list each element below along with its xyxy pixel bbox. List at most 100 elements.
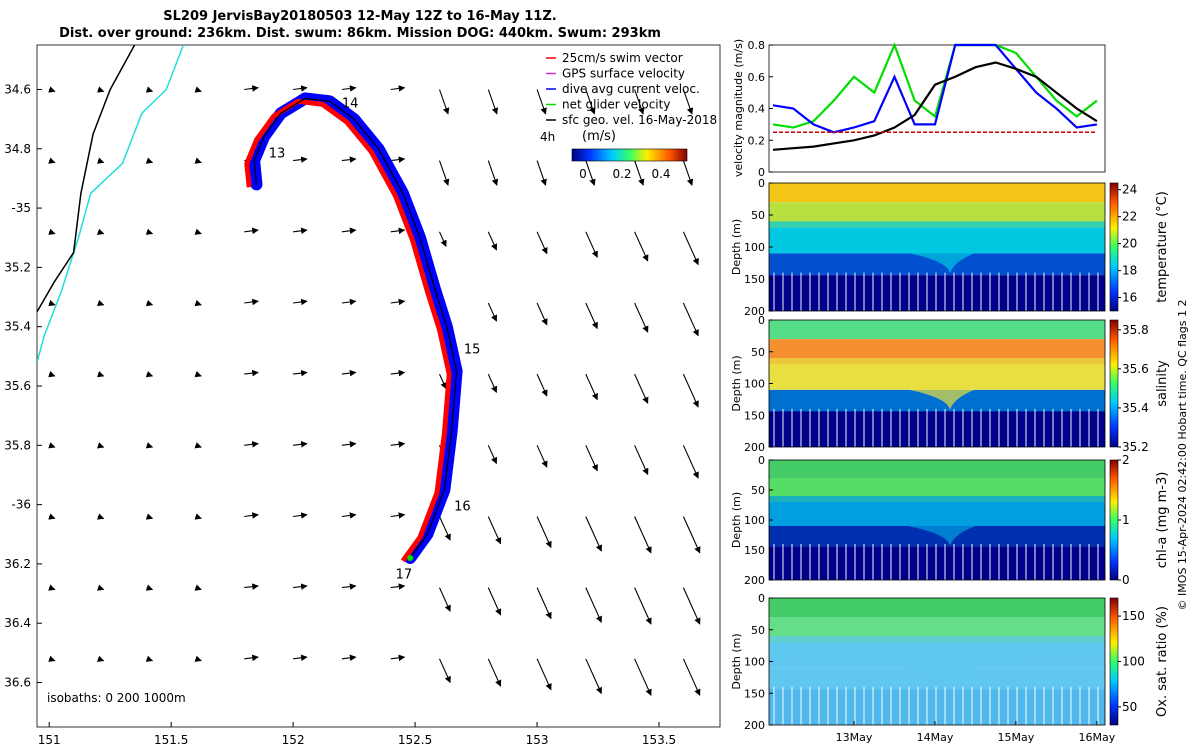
section-band [769, 275, 1105, 311]
velocity-vector [390, 227, 406, 235]
velocity-vector [293, 85, 308, 92]
velocity-vector [585, 231, 598, 258]
day-label: 14 [342, 96, 359, 111]
map-ytick-label: 36.2 [4, 557, 31, 571]
velocity-vector [48, 370, 56, 378]
velocity-series-line [772, 41, 1098, 129]
section-ytick-label: 100 [744, 514, 765, 527]
map-ytick-label: 34.8 [4, 142, 31, 156]
colorbar-label: Ox. sat. ratio (%) [1155, 606, 1170, 717]
velocity-vector [194, 370, 202, 378]
velocity-vector [97, 228, 105, 235]
velocity-vector [682, 587, 701, 625]
colorbar-unit: (m/s) [582, 129, 616, 144]
net-glider-velocity-end [407, 554, 414, 561]
velocity-vector [194, 228, 202, 235]
map-xtick-label: 151.5 [154, 733, 188, 747]
colorbar-label: salinity [1155, 360, 1170, 407]
velocity-vector [682, 231, 699, 266]
velocity-vector [682, 160, 694, 186]
velocity-vector [487, 587, 502, 616]
velocity-vector [487, 231, 498, 251]
colorbar-tick-label: 20 [1122, 237, 1137, 251]
section-band [769, 183, 1105, 203]
section-ytick-label: 150 [744, 273, 765, 286]
velocity-series-line [772, 43, 1098, 134]
velocity-vector [145, 442, 154, 449]
velocity-vector [634, 373, 649, 404]
section-colorbar [1109, 597, 1119, 726]
velocity-vector [536, 373, 548, 397]
velocity-vector [390, 156, 406, 163]
map-x-ticks: 151 151.5 152 152.5 153 153.5 [38, 722, 676, 747]
map-ytick-label: 35.8 [4, 438, 31, 452]
colorbar-tick-label: 35.4 [1122, 401, 1149, 415]
velocity-vector [585, 373, 598, 401]
colorbar-tick-label: 0.4 [651, 167, 670, 181]
section-band [769, 460, 1105, 478]
section-panel-temperature: 0 50 100 150 200 Depth (m) 24 22 20 18 16 temperatu… [730, 177, 1170, 318]
section-ylabel: Depth (m) [730, 219, 743, 275]
velocity-vector [487, 445, 498, 465]
section-ylabel: Depth (m) [730, 633, 743, 689]
dive-avg-current-band [248, 92, 463, 564]
velocity-vector [585, 445, 598, 472]
velocity-vector [585, 160, 596, 186]
section-band [769, 320, 1105, 340]
map-xtick-label: 153 [526, 733, 549, 747]
section-ytick-label: 150 [744, 409, 765, 422]
colorbar-tick-label: 35.2 [1122, 440, 1149, 454]
velocity-vector [244, 369, 259, 377]
velocity-vector [390, 441, 406, 448]
day-label: 16 [454, 500, 471, 515]
velocity-vector [48, 513, 56, 520]
velocity-vector [145, 86, 154, 93]
map-ytick-label: 36.6 [4, 676, 31, 690]
section-ytick-label: 50 [751, 209, 765, 222]
isobath-200m [37, 45, 185, 363]
velocity-vector [341, 583, 357, 590]
velocity-vector [48, 584, 56, 591]
velocity-vector [293, 227, 308, 235]
colorbar-label: chl-a (mg m-3) [1155, 472, 1170, 569]
velocity-vector [293, 654, 308, 662]
surface-velocity-vectors [48, 85, 701, 696]
velocity-ytick-label: 0.2 [748, 134, 766, 147]
velocity-vector [585, 658, 602, 695]
section-ytick-label: 0 [758, 314, 765, 327]
velocity-vector [244, 654, 259, 662]
section-band [769, 546, 1105, 580]
section-panel-salinity: 0 50 100 150 200 Depth (m) 35.8 35.6 35.4 35.2 sal… [730, 314, 1170, 454]
map-xtick-label: 151 [38, 733, 61, 747]
velocity-vector [536, 89, 547, 115]
map-ytick-label: -35 [11, 201, 31, 215]
velocity-vector [682, 302, 699, 337]
legend-note: 4h [540, 130, 555, 144]
velocity-ytick-label: 0 [758, 166, 765, 179]
velocity-vector [194, 513, 202, 520]
velocity-vector [194, 442, 202, 449]
legend-label: dive avg current veloc. [562, 82, 700, 96]
velocity-vector [634, 658, 652, 696]
velocity-vector [48, 86, 56, 93]
velocity-vector [634, 89, 645, 115]
velocity-ylabel: velocity magnitude (m/s) [732, 39, 745, 177]
velocity-magnitude-panel: 0 0.2 0.4 0.6 0.8 velocity magnitude (m/s) [732, 39, 1106, 179]
velocity-vector [487, 160, 499, 186]
colorbar-tick-label: 22 [1122, 210, 1137, 224]
colorbar-tick-label: 0 [1122, 573, 1130, 587]
section-ytick-label: 0 [758, 177, 765, 190]
colorbar-tick-label: 100 [1122, 655, 1145, 669]
velocity-vector [194, 299, 202, 307]
velocity-vector [244, 441, 259, 448]
section-ytick-label: 50 [751, 484, 765, 497]
velocity-vector [536, 587, 552, 620]
velocity-ytick-label: 0.8 [748, 39, 766, 52]
velocity-vector [145, 157, 154, 164]
velocity-vector [341, 85, 357, 92]
section-band [769, 526, 1105, 547]
section-ytick-label: 50 [751, 346, 765, 359]
velocity-vector [438, 373, 447, 390]
velocity-vector [97, 86, 105, 93]
